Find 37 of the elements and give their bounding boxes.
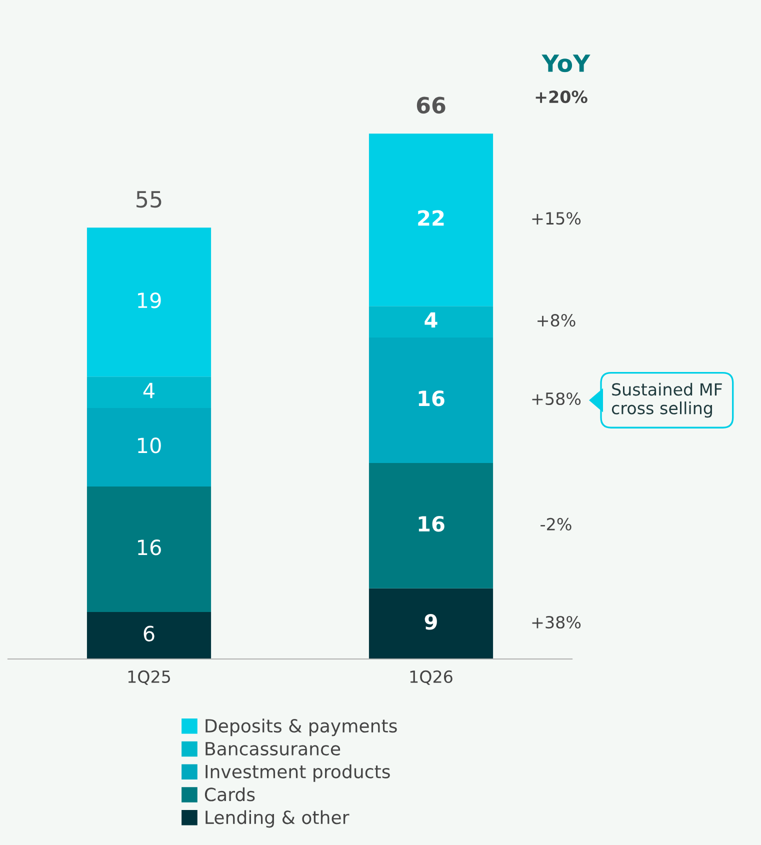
annotation: +38% xyxy=(532,616,581,629)
data-label: 22 xyxy=(418,210,444,226)
text: Sustained MF cross selling xyxy=(612,382,722,418)
bar xyxy=(86,376,212,408)
legend-label: Deposits & payments xyxy=(206,718,397,736)
data-label: 4 xyxy=(143,382,154,398)
bar xyxy=(86,486,212,612)
text: +20% xyxy=(536,90,588,104)
data-label: 16 xyxy=(418,390,444,406)
legend-label: Lending & other xyxy=(206,810,350,828)
bar xyxy=(368,588,494,659)
legend-label: Cards xyxy=(204,787,255,802)
data-label: 10 xyxy=(138,438,161,454)
legend-label: Investment products xyxy=(206,764,390,782)
bar xyxy=(86,612,212,659)
data-label: 16 xyxy=(418,516,444,532)
annotation: -2% xyxy=(540,518,572,531)
bar xyxy=(368,337,494,463)
bar xyxy=(368,134,494,306)
x-tick-label: 1Q26 xyxy=(410,670,452,685)
bar xyxy=(86,228,212,377)
annotation: +15% xyxy=(532,212,581,225)
annotation: +58% xyxy=(532,392,581,406)
bar xyxy=(368,462,494,588)
x-tick-label: 1Q25 xyxy=(128,670,170,685)
total-label: 66 xyxy=(416,96,446,114)
data-label: 9 xyxy=(424,614,437,630)
bar xyxy=(86,408,212,486)
data-label: 6 xyxy=(144,626,154,642)
data-label: 16 xyxy=(138,539,161,556)
total-label: 55 xyxy=(136,191,162,208)
bar xyxy=(368,306,494,338)
data-label: 4 xyxy=(424,312,438,328)
text: YoY xyxy=(542,54,590,72)
legend-label: Bancassurance xyxy=(206,742,340,756)
data-label: 19 xyxy=(138,292,161,308)
annotation: +8% xyxy=(538,314,576,327)
